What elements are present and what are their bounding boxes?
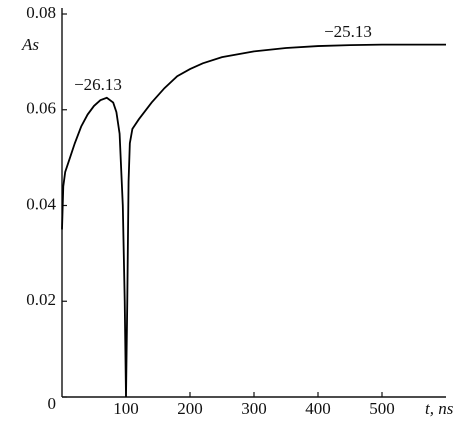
y-tick-label: 0.08 [26,3,56,22]
x-tick-label: 300 [241,399,267,418]
line [61,43,446,398]
y-axis-label: As [21,35,39,54]
y-tick-label: 0 [48,394,57,413]
x-tick-label: 200 [177,399,203,418]
x-axis-label: t, ns [425,399,454,418]
annotation: −26.13 [74,75,122,94]
y-tick-label: 0.02 [26,290,56,309]
annotation: −25.13 [324,22,372,41]
y-tick-label: 0.04 [26,194,56,213]
x-tick-label: 500 [369,399,395,418]
x-tick-label: 100 [113,399,139,418]
y-tick-label: 0.06 [26,99,56,118]
x-tick-label: 400 [305,399,331,418]
